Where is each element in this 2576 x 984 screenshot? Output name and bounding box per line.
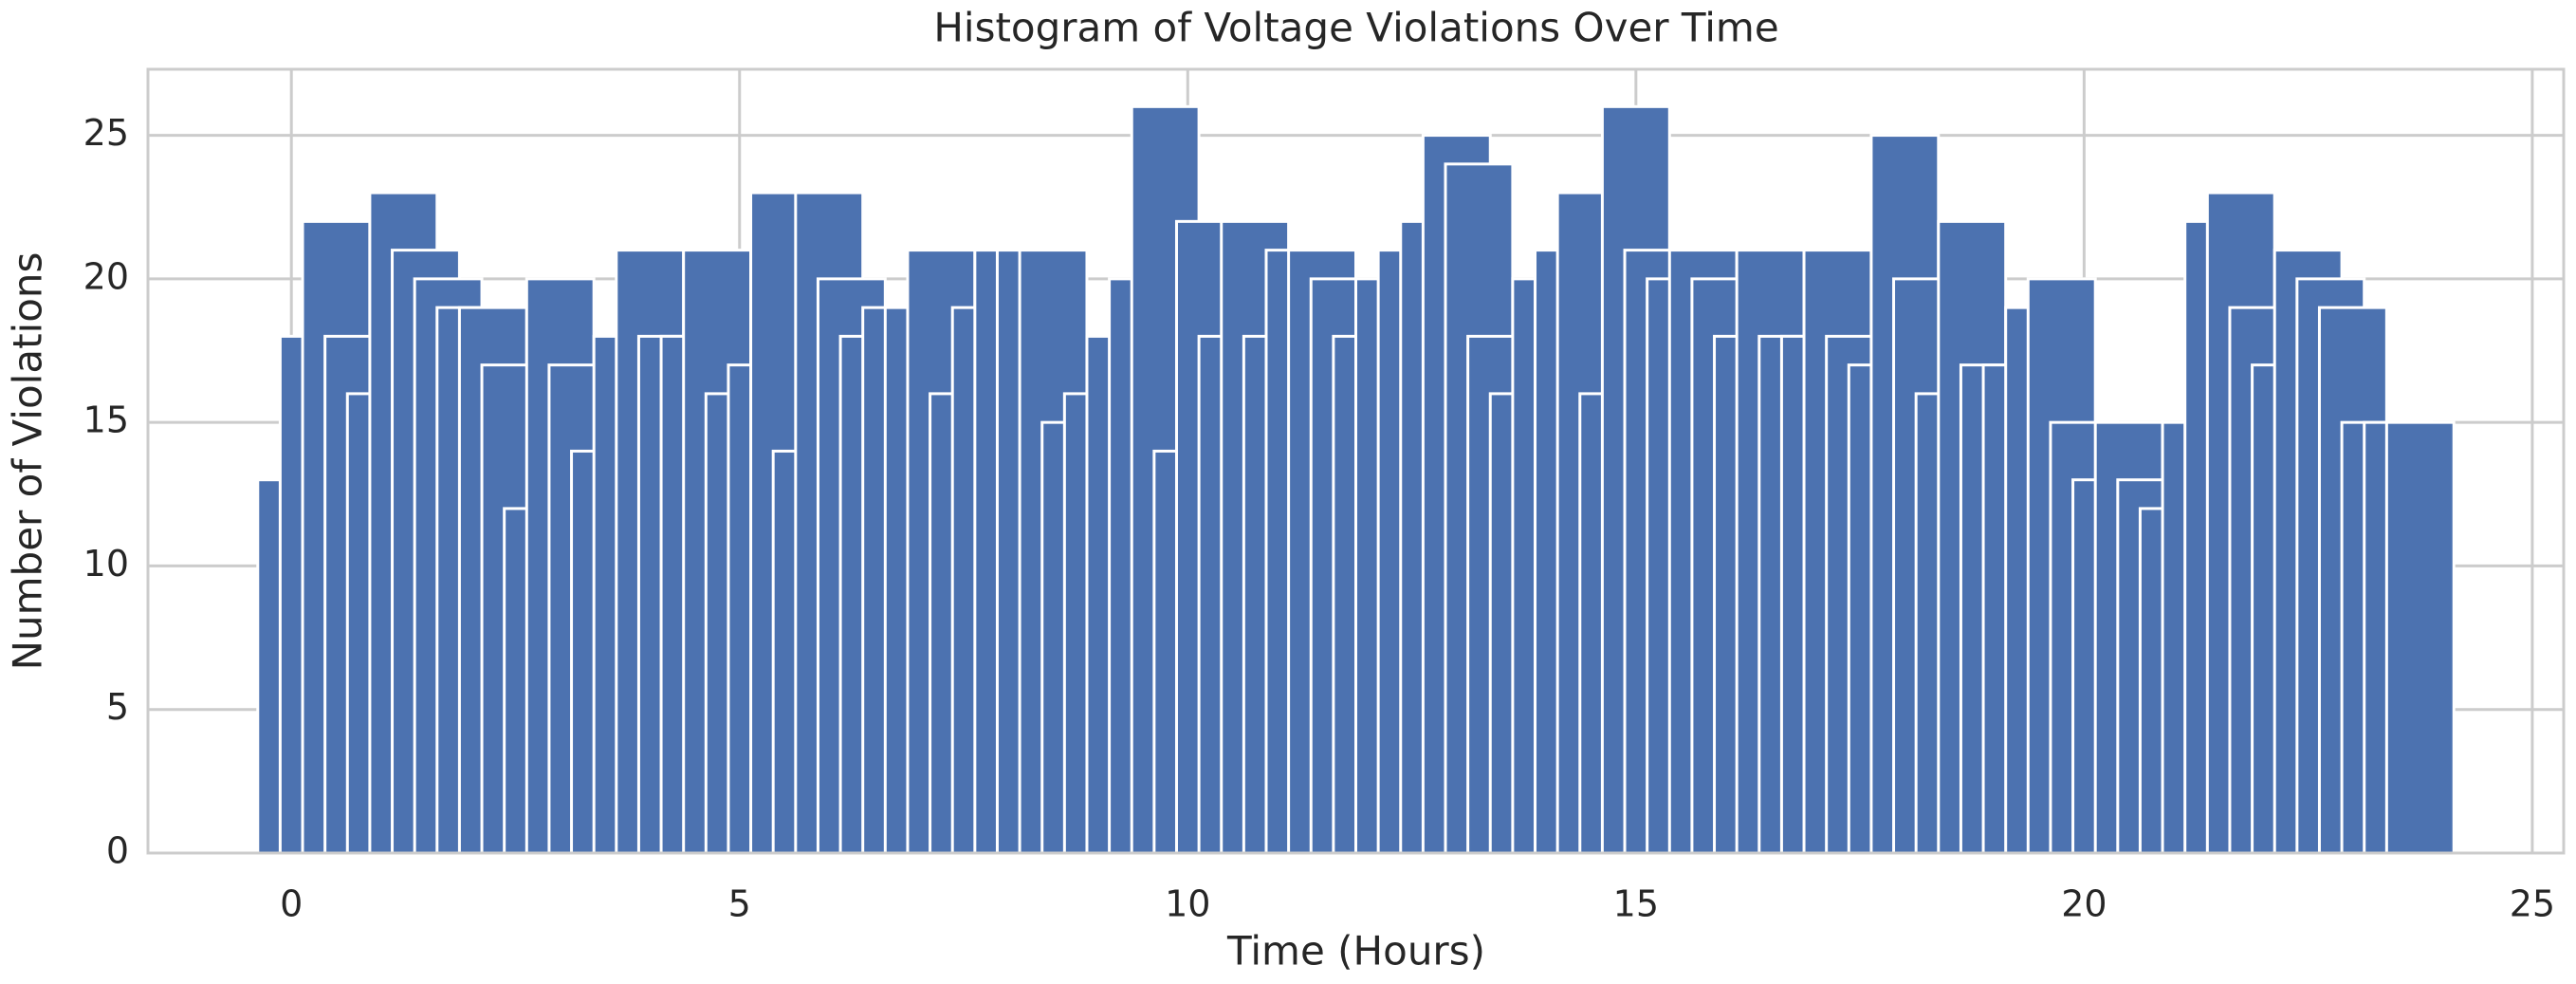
y-axis-label: Number of Violations [5, 252, 51, 671]
x-tick-label: 25 [2510, 883, 2555, 925]
plot-frame [146, 67, 2566, 855]
y-tick-label: 20 [83, 255, 129, 297]
y-tick-label: 10 [83, 543, 129, 585]
x-tick-label: 20 [2061, 883, 2107, 925]
y-tick-label: 25 [83, 112, 129, 154]
y-tick-label: 0 [106, 830, 129, 872]
y-tick-label: 5 [106, 686, 129, 728]
x-tick-label: 5 [728, 883, 751, 925]
x-tick-label: 15 [1613, 883, 1659, 925]
x-tick-label: 0 [280, 883, 303, 925]
chart-title: Histogram of Voltage Violations Over Tim… [933, 5, 1778, 51]
bar [2384, 420, 2456, 855]
x-axis-label: Time (Hours) [1226, 928, 1485, 975]
y-tick-label: 15 [83, 399, 129, 441]
bars [256, 104, 2456, 855]
x-tick-label: 10 [1165, 883, 1210, 925]
ticks: 0 5 10 15 20 25 0 5 10 15 20 25 [83, 112, 2555, 924]
